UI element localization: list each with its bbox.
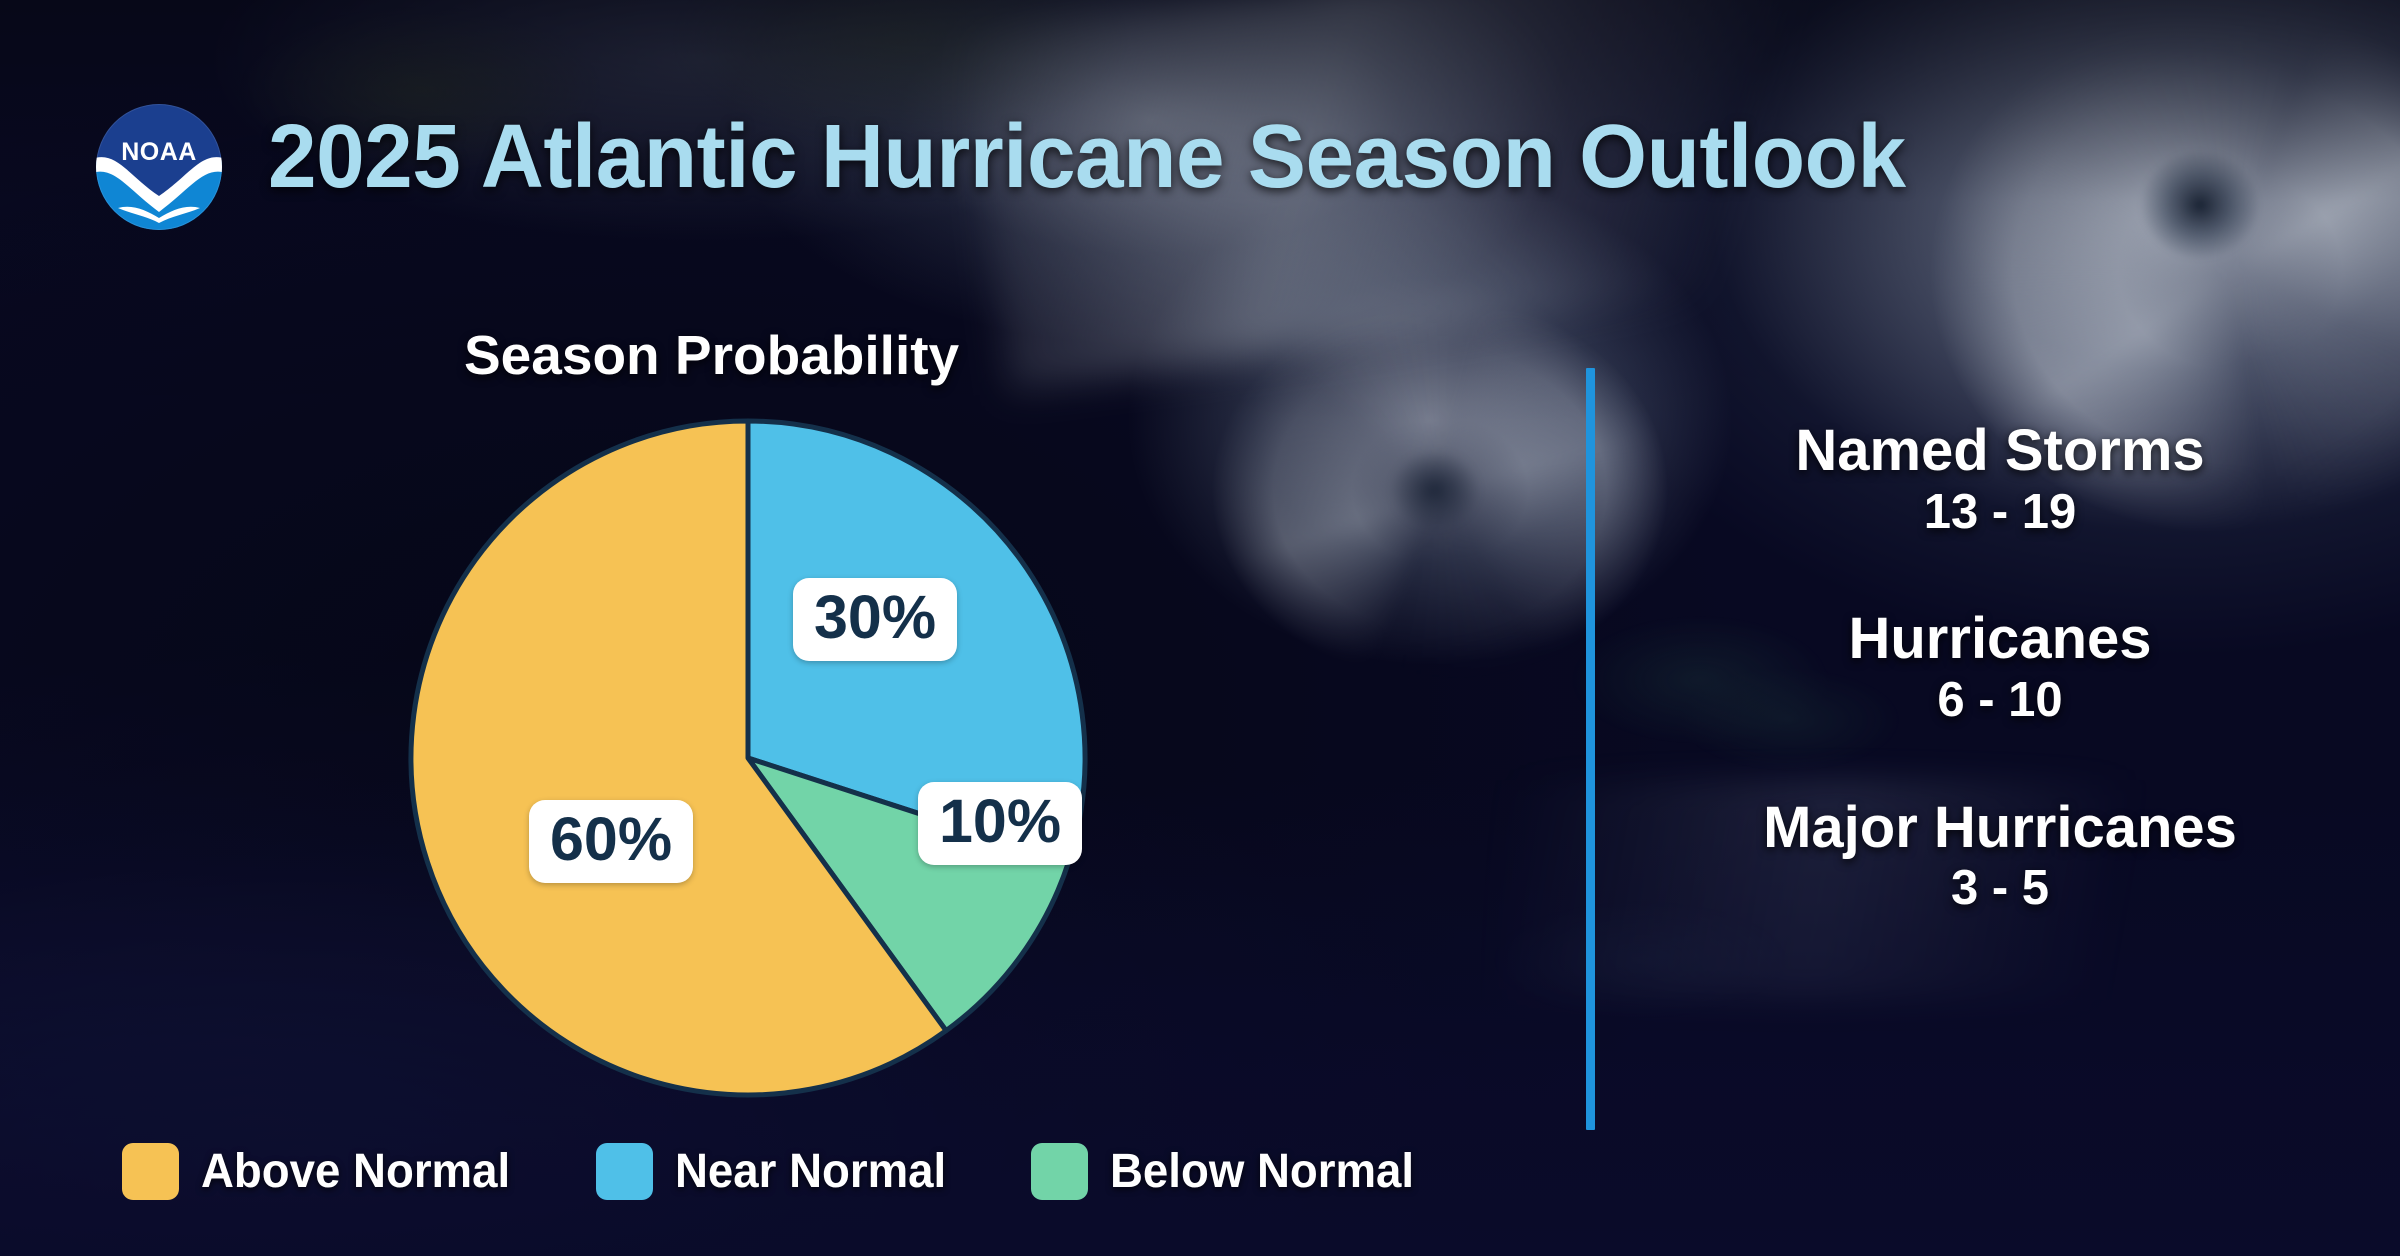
stat-label-named-storms: Named Storms (1795, 418, 2205, 483)
pie-label-below-normal: 10% (918, 782, 1083, 865)
stat-value-major-hurricanes: 3 - 5 (1950, 861, 2050, 916)
svg-text:NOAA: NOAA (121, 138, 197, 166)
stat-named-storms: Named Storms 13 - 19 (1600, 418, 2400, 542)
legend-swatch-below-normal (1030, 1143, 1088, 1200)
legend-swatch-above-normal (122, 1143, 179, 1200)
stat-major-hurricanes: Major Hurricanes 3 - 5 (1600, 794, 2400, 919)
season-probability-pie-chart (408, 418, 1088, 1098)
section-divider (1586, 368, 1595, 1130)
stat-label-major-hurricanes: Major Hurricanes (1763, 794, 2237, 860)
legend-label-near-normal: Near Normal (675, 1145, 947, 1198)
legend-label-above-normal: Above Normal (201, 1145, 511, 1198)
legend-item-above-normal: Above Normal (122, 1143, 526, 1200)
pie-label-above-normal: 60% (529, 800, 694, 883)
pie-slice-above-normal (408, 418, 949, 1098)
page-title: 2025 Atlantic Hurricane Season Outlook (268, 107, 1906, 207)
forecast-stats: Named Storms 13 - 19 Hurricanes 6 - 10 M… (1600, 418, 2400, 919)
stat-hurricanes: Hurricanes 6 - 10 (1600, 608, 2400, 730)
legend-item-near-normal: Near Normal (596, 1143, 960, 1200)
stat-value-hurricanes: 6 - 10 (1937, 673, 2063, 728)
pie-label-near-normal: 30% (793, 578, 958, 661)
legend-swatch-near-normal (596, 1143, 654, 1200)
legend-item-below-normal: Below Normal (1030, 1143, 1430, 1200)
stat-label-hurricanes: Hurricanes (1848, 606, 2152, 672)
chart-title: Season Probability (464, 324, 960, 386)
chart-legend: Above Normal Near Normal Below Normal (122, 1143, 1500, 1200)
noaa-logo-icon: NOAA (96, 104, 222, 230)
stat-value-named-storms: 13 - 19 (1923, 484, 2077, 539)
pie-slice-below-normal (745, 755, 1072, 1034)
legend-label-below-normal: Below Normal (1109, 1145, 1414, 1198)
